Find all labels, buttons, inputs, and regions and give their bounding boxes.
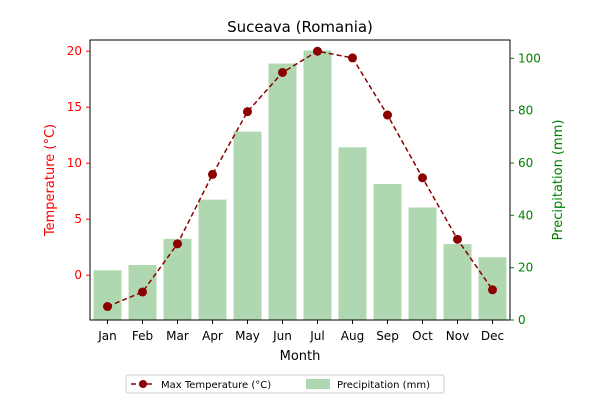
temperature-point-jun <box>278 67 287 77</box>
right-y-tick-label: 60 <box>518 156 533 170</box>
left-y-tick-label: 15 <box>67 100 82 114</box>
precipitation-bar-mar <box>163 238 192 320</box>
right-y-tick-label: 40 <box>518 208 533 222</box>
x-tick-label: Nov <box>446 329 469 343</box>
temperature-point-may <box>243 107 252 117</box>
x-tick-label: Jul <box>309 329 324 343</box>
legend-temperature-label: Max Temperature (°C) <box>161 380 271 391</box>
x-tick-label: Dec <box>481 329 504 343</box>
legend: Max Temperature (°C) Precipitation (mm) <box>125 374 445 394</box>
temperature-point-apr <box>208 169 217 179</box>
x-tick-label: Apr <box>202 329 223 343</box>
right-y-tick-label: 100 <box>518 51 541 65</box>
precipitation-bar-apr <box>198 199 227 320</box>
legend-temperature-marker <box>139 380 147 388</box>
x-tick-label: Jan <box>97 329 117 343</box>
right-y-axis-label: Precipitation (mm) <box>551 120 566 241</box>
temperature-point-oct <box>418 173 427 183</box>
left-y-tick-label: 10 <box>67 156 82 170</box>
legend-precipitation-swatch <box>306 379 330 389</box>
temperature-point-nov <box>453 234 462 244</box>
left-y-axis: 0 5 10 15 20 <box>67 44 90 282</box>
temperature-series-line <box>107 50 494 308</box>
right-y-tick-label: 20 <box>518 261 533 275</box>
left-y-tick-label: 20 <box>67 44 82 58</box>
right-y-tick-label: 80 <box>518 104 533 118</box>
temperature-point-aug <box>348 53 357 63</box>
plot-frame <box>89 39 511 321</box>
temperature-point-dec <box>488 285 497 295</box>
x-axis-label: Month <box>280 349 321 364</box>
temperature-point-jan <box>103 302 112 312</box>
precipitation-bar-nov <box>443 244 472 320</box>
x-tick-label: Sep <box>376 329 399 343</box>
precipitation-bar-aug <box>338 147 367 320</box>
precipitation-bar-jul <box>303 50 332 321</box>
left-y-tick-label: 5 <box>74 212 82 226</box>
precipitation-bars <box>93 50 507 321</box>
temperature-point-jul <box>313 46 322 56</box>
temperature-point-feb <box>138 287 147 297</box>
legend-box <box>125 374 445 394</box>
right-y-tick-label: 0 <box>518 313 526 327</box>
left-y-tick-label: 0 <box>74 268 82 282</box>
left-y-axis-label: Temperature (°C) <box>43 124 58 237</box>
precipitation-bar-oct <box>408 207 437 320</box>
temperature-point-mar <box>173 239 182 249</box>
x-tick-label: Jun <box>272 329 292 343</box>
legend-precipitation-label: Precipitation (mm) <box>337 380 430 391</box>
precipitation-bar-may <box>233 131 262 320</box>
x-axis: Jan Feb Mar Apr May Jun Jul Aug Sep Oct Nov Dec <box>97 320 504 343</box>
x-tick-label: May <box>235 329 260 343</box>
x-tick-label: Mar <box>166 329 189 343</box>
precipitation-bar-jan <box>93 270 122 320</box>
x-tick-label: Aug <box>341 329 364 343</box>
temperature-line <box>103 46 497 312</box>
x-tick-label: Oct <box>412 329 433 343</box>
right-y-axis: 0 20 40 60 80 100 <box>510 51 541 327</box>
temperature-point-sep <box>383 110 392 120</box>
chart-title: Suceava (Romania) <box>227 18 373 36</box>
precipitation-bar-jun <box>268 63 297 321</box>
x-tick-label: Feb <box>132 329 153 343</box>
precipitation-bar-sep <box>373 183 402 320</box>
